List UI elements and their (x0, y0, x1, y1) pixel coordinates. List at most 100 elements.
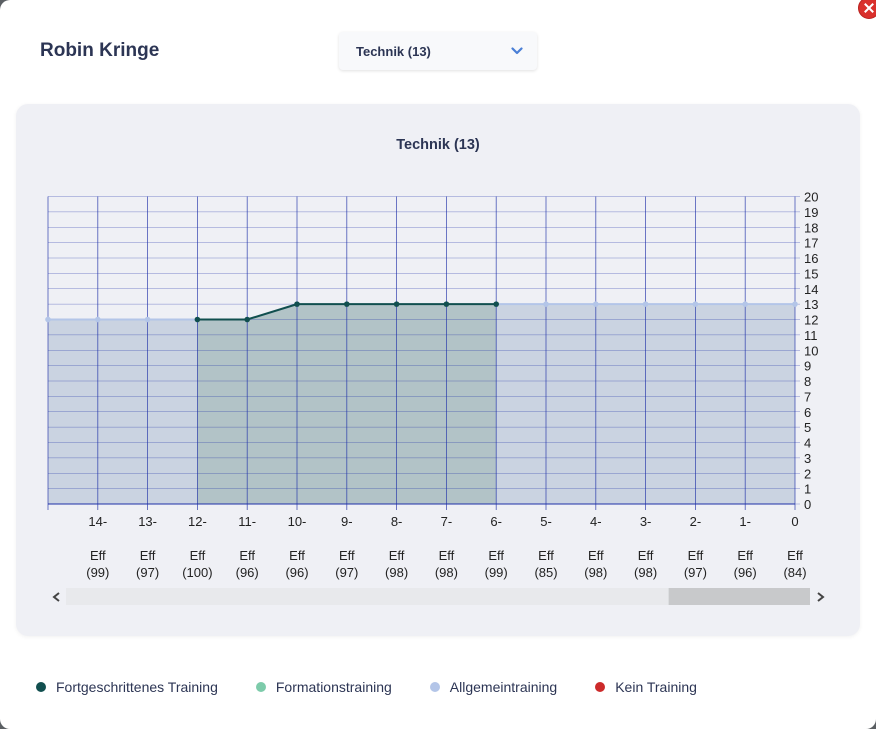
area-segment (645, 304, 696, 504)
area-segment (496, 304, 546, 504)
y-tick-label: 15 (804, 266, 818, 281)
efficiency-value-label: 7) (28, 565, 40, 580)
series-line-segment (246, 303, 298, 321)
x-tick-label: 5- (540, 514, 552, 529)
efficiency-label: Eff (439, 548, 455, 563)
y-tick-label: 14 (804, 282, 818, 297)
efficiency-label: Eff (389, 548, 405, 563)
chart-panel: Technik (13) 0 1 2 3 4 5 6 7 8 9 10 11 12 13 14 15 16 17 1… (16, 104, 860, 636)
efficiency-value-label: (98) (385, 565, 408, 580)
player-name: Robin Kringe (40, 40, 160, 61)
area-segment (396, 304, 447, 504)
x-tick-label: 15- (25, 514, 44, 529)
data-point (45, 316, 51, 323)
data-point (95, 316, 101, 323)
skill-select[interactable]: Technik (13) (339, 32, 537, 70)
data-point (543, 301, 549, 307)
efficiency-label: Eff (90, 548, 106, 563)
data-point (443, 301, 450, 307)
x-tick-label: 14- (88, 514, 107, 529)
efficiency-value-label: (97) (335, 565, 358, 580)
x-label-group: 15- ff 7) 14- Eff (99) 13- Eff (97) 12- Eff (100) 11… (25, 514, 806, 580)
efficiency-value-label: (97) (136, 565, 159, 580)
efficiency-label: Eff (787, 548, 803, 563)
legend-item-general[interactable]: Allgemeintraining (429, 679, 558, 695)
x-tick-label: 2- (690, 514, 702, 529)
y-tick-label: 9 (804, 359, 811, 374)
chart-title: Technik (13) (396, 137, 480, 153)
legend-item-formation[interactable]: Formationstraining (255, 679, 392, 695)
legend: Fortgeschrittenes Training Formationstra… (36, 678, 735, 696)
y-tick-label: 19 (804, 205, 818, 220)
data-point (493, 301, 500, 307)
skill-select-value: Technik (13) (356, 44, 431, 59)
data-point (792, 301, 798, 307)
efficiency-label: Eff (190, 548, 206, 563)
legend-marker-none (595, 682, 606, 692)
x-tick-label: 11- (238, 514, 256, 529)
y-tick-label: 13 (804, 297, 818, 312)
data-point (294, 301, 300, 307)
legend-label: Formationstraining (275, 679, 392, 695)
efficiency-value-label: (98) (584, 565, 607, 580)
efficiency-label: Eff (289, 548, 305, 563)
y-tick-label: 17 (804, 236, 818, 251)
y-tick-label: 20 (804, 190, 818, 205)
efficiency-value-label: (99) (485, 565, 508, 580)
efficiency-label: Eff (688, 548, 704, 563)
area-segment (695, 304, 746, 504)
legend-label: Kein Training (615, 679, 697, 695)
area-segment (446, 304, 497, 504)
y-tick-label: 5 (804, 420, 811, 435)
efficiency-label: Eff (339, 548, 355, 563)
data-point (642, 301, 649, 307)
area-segment (745, 304, 795, 504)
data-point (144, 316, 151, 323)
efficiency-label: Eff (737, 548, 753, 563)
y-tick-label: 4 (804, 436, 811, 451)
skill-history-chart: 0123456789101112131415161718192015-ff7)1… (25, 190, 825, 605)
data-point (593, 301, 599, 307)
legend-item-none[interactable]: Kein Training (595, 679, 697, 695)
efficiency-label: Eff (140, 548, 156, 563)
data-point (393, 301, 400, 307)
legend-marker-advanced (36, 682, 46, 692)
x-tick-label: 13- (138, 514, 157, 529)
efficiency-label: Eff (488, 548, 504, 563)
efficiency-value-label: (96) (236, 565, 259, 580)
x-tick-label: 10- (288, 514, 307, 529)
data-point (692, 301, 699, 307)
x-tick-label: 6- (490, 514, 502, 529)
x-tick-label: 8- (391, 514, 403, 529)
efficiency-value-label: (84) (783, 565, 806, 580)
y-tick-label: 3 (804, 451, 811, 466)
efficiency-value-label: (96) (734, 565, 757, 580)
y-tick-label: 8 (804, 374, 811, 389)
y-tick-label: 16 (804, 251, 818, 266)
close-button[interactable] (858, 0, 876, 19)
efficiency-value-label: (85) (534, 565, 557, 580)
efficiency-value-label: (99) (86, 565, 109, 580)
efficiency-label: Eff (588, 548, 604, 563)
scroll-left-arrow-icon[interactable] (52, 592, 60, 602)
data-point (244, 316, 250, 323)
efficiency-label: Eff (239, 548, 255, 563)
efficiency-value-label: (97) (684, 565, 707, 580)
legend-item-advanced[interactable]: Fortgeschrittenes Training (36, 679, 218, 695)
data-point (344, 301, 350, 307)
scroll-right-arrow-icon[interactable] (817, 592, 825, 602)
area-segment (346, 304, 397, 504)
y-tick-label: 6 (804, 405, 811, 420)
data-point (742, 301, 748, 307)
legend-marker-general (429, 682, 440, 692)
y-tick-label: 12 (804, 313, 818, 328)
x-tick-label: 0 (791, 514, 798, 529)
efficiency-label: Eff (538, 548, 554, 563)
y-tick-label: 0 (804, 497, 811, 512)
chevron-down-icon (511, 47, 523, 55)
y-tick-label: 10 (804, 343, 818, 358)
x-tick-label: 3- (640, 514, 652, 529)
legend-label: Allgemeintraining (449, 679, 558, 695)
y-tick-label: 7 (804, 389, 811, 404)
